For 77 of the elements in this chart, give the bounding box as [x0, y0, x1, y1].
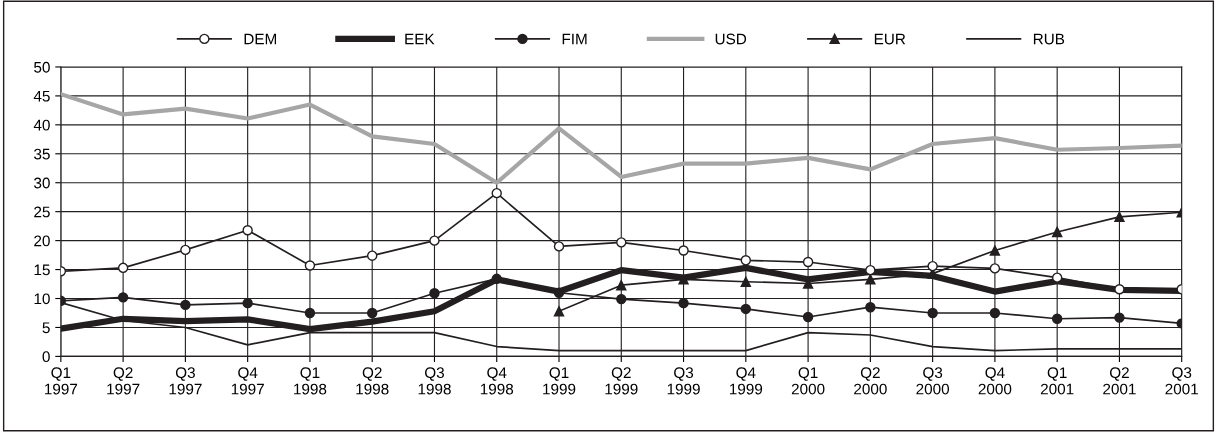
point	[491, 187, 502, 199]
point	[1051, 226, 1063, 238]
point	[1051, 313, 1063, 324]
y-tick-label: 50	[34, 61, 50, 73]
x-tick-label: Q3 1998	[418, 367, 451, 395]
y-tick-label: 40	[33, 119, 50, 131]
x-tick-label: Q1 2001	[1040, 367, 1074, 395]
x-tick-label: Q2 1998	[356, 367, 389, 395]
point	[1114, 312, 1125, 323]
y-tick-label: 0	[42, 351, 50, 363]
legend-label: USD	[715, 33, 747, 45]
point	[553, 306, 565, 317]
x-tick-label: Q4 1999	[729, 367, 763, 395]
y-tick-label: 10	[34, 293, 50, 305]
point	[865, 264, 876, 276]
point	[180, 299, 191, 311]
y-tick-label: 45	[33, 90, 50, 102]
point	[865, 274, 876, 285]
point	[740, 303, 752, 315]
x-tick-label: Q4 1998	[480, 367, 514, 395]
y-tick-label: 5	[42, 322, 50, 334]
point	[678, 245, 689, 256]
point	[491, 273, 502, 285]
point	[304, 307, 316, 319]
point	[989, 245, 1001, 256]
point	[989, 263, 1001, 274]
x-tick-label: Q2 1999	[605, 367, 638, 395]
x-tick-label: Q1 1999	[543, 367, 576, 395]
y-tick-label: 15	[34, 264, 50, 276]
point	[304, 260, 316, 271]
point	[740, 276, 752, 287]
point	[366, 250, 378, 261]
point	[616, 279, 627, 291]
x-tick-label: Q1 2000	[791, 367, 825, 395]
point	[802, 256, 814, 268]
x-tick-label: Q1 1998	[294, 367, 327, 395]
point	[927, 260, 938, 272]
legend-label: EUR	[874, 33, 906, 45]
legend-label: RUB	[1033, 33, 1065, 45]
y-tick-label: 35	[34, 148, 50, 160]
point	[616, 293, 627, 305]
point	[1114, 284, 1125, 295]
x-tick-label: Q2 1997	[107, 367, 140, 395]
y-tick-label: 30	[34, 177, 50, 189]
x-tick-label: Q3 2000	[916, 367, 950, 395]
y-tick-label: 20	[34, 235, 50, 247]
x-tick-label: Q1 1997	[45, 367, 78, 395]
point	[740, 255, 752, 266]
point	[180, 244, 191, 256]
point	[616, 237, 627, 248]
point	[429, 235, 440, 246]
x-tick-label: Q3 1997	[169, 367, 202, 395]
x-tick-label: Q4 2000	[978, 367, 1012, 395]
point	[865, 301, 876, 313]
point	[802, 311, 814, 323]
point	[553, 241, 565, 252]
point	[927, 307, 938, 319]
x-tick-label: Q2 2000	[854, 367, 887, 395]
point	[117, 292, 129, 303]
point	[1114, 211, 1125, 223]
point	[989, 307, 1001, 319]
point	[1051, 272, 1063, 283]
x-tick-label: Q3 1999	[667, 367, 700, 395]
legend-label: DEM	[244, 33, 277, 45]
legend-label: FIM	[562, 33, 587, 45]
x-tick-label: Q4 1997	[231, 367, 264, 395]
x-tick-label: Q2 2001	[1103, 367, 1136, 395]
point	[242, 224, 253, 236]
point	[553, 287, 565, 298]
point	[117, 262, 129, 274]
legend-label: EEK	[405, 33, 435, 45]
x-tick-label: Q3 2001	[1165, 367, 1198, 395]
point	[429, 288, 440, 299]
y-tick-label: 25	[34, 206, 50, 218]
line-series	[60, 92, 1182, 185]
point	[678, 274, 689, 285]
point	[366, 307, 378, 319]
